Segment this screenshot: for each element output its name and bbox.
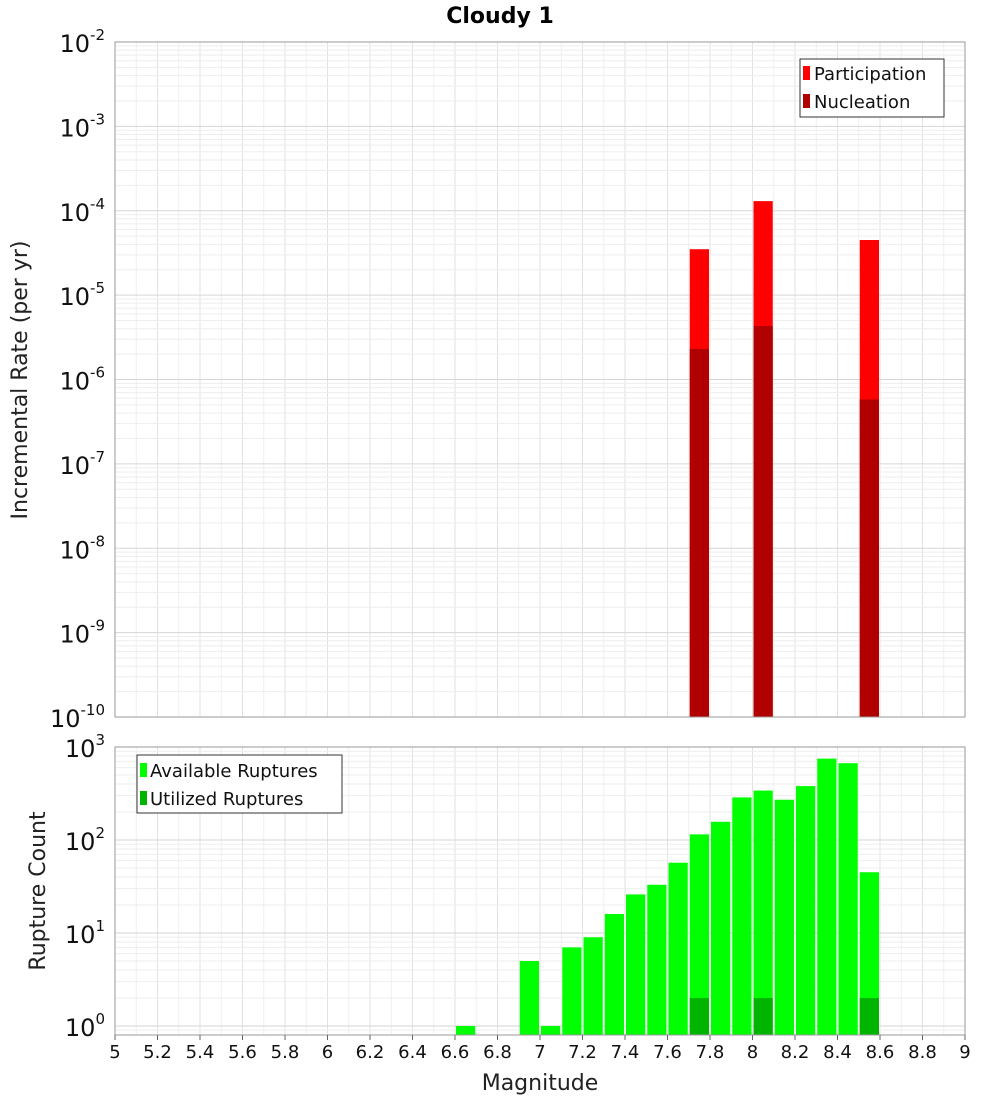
bottom-available-ruptures-bar — [668, 862, 688, 1035]
bottom-bars — [456, 758, 879, 1035]
bottom-available-ruptures-bar — [583, 937, 603, 1035]
bottom-legend: Available Ruptures Utilized Ruptures — [136, 754, 343, 814]
bottom-available-ruptures-bar — [838, 763, 858, 1035]
top-y-tick-label: 10-8 — [59, 532, 105, 564]
x-tick-label: 6.4 — [398, 1042, 427, 1063]
bottom-utilized-ruptures-bar — [753, 997, 773, 1035]
top-y-ticks: 10-10 10-9 10-8 10-7 10-6 10-5 10-4 10-3 10-2 — [50, 26, 105, 733]
top-y-tick-label: 10-4 — [59, 195, 105, 227]
bottom-available-ruptures-bar — [562, 947, 582, 1035]
bottom-available-ruptures-bar — [711, 821, 731, 1035]
bottom-available-ruptures-bar — [774, 799, 794, 1035]
x-tick-label: 6.2 — [356, 1042, 385, 1063]
x-tick-label: 7.4 — [611, 1042, 640, 1063]
legend-label-utilized: Utilized Ruptures — [150, 789, 303, 810]
bottom-available-ruptures-bar — [796, 786, 816, 1035]
legend-swatch-utilized — [140, 791, 147, 805]
x-tick-label: 7.8 — [696, 1042, 725, 1063]
bottom-available-ruptures-bar — [456, 1025, 476, 1035]
bottom-available-ruptures-bar — [626, 894, 646, 1035]
top-y-tick-label: 10-7 — [59, 448, 105, 480]
x-tick-label: 7.2 — [568, 1042, 597, 1063]
x-axis-label: Magnitude — [482, 1071, 599, 1096]
bottom-available-ruptures-bar — [753, 790, 773, 1035]
x-tick-label: 5.4 — [186, 1042, 215, 1063]
x-tick-label: 6.8 — [483, 1042, 512, 1063]
legend-label-available: Available Ruptures — [150, 761, 318, 782]
x-tick-label: 5.6 — [228, 1042, 257, 1063]
top-y-axis-label: Incremental Rate (per yr) — [8, 241, 33, 520]
bottom-available-ruptures-bar — [604, 914, 624, 1035]
x-tick-label: 8.2 — [781, 1042, 810, 1063]
top-nucleation-bar — [859, 399, 879, 717]
top-y-tick-label: 10-10 — [50, 701, 105, 733]
legend-label-nucleation: Nucleation — [814, 92, 910, 113]
x-tick-label: 8.6 — [866, 1042, 895, 1063]
x-tick-label: 6.6 — [441, 1042, 470, 1063]
bottom-available-ruptures-bar — [817, 758, 837, 1035]
bottom-y-tick-label: 100 — [65, 1010, 105, 1042]
chart-title: Cloudy 1 — [446, 4, 554, 29]
top-y-tick-label: 10-5 — [59, 279, 105, 311]
x-tick-label: 5.8 — [271, 1042, 300, 1063]
top-nucleation-bar — [753, 326, 773, 717]
x-tick-label: 8.8 — [908, 1042, 937, 1063]
x-tick-label: 7 — [534, 1042, 545, 1063]
bottom-utilized-ruptures-bar — [859, 997, 879, 1035]
x-tick-label: 5.2 — [143, 1042, 172, 1063]
top-bars — [689, 201, 879, 718]
top-y-tick-label: 10-3 — [59, 110, 105, 142]
legend-swatch-available — [140, 763, 147, 777]
x-tick-label: 8 — [747, 1042, 758, 1063]
bottom-y-tick-label: 102 — [65, 824, 105, 856]
legend-swatch-nucleation — [803, 94, 810, 108]
x-ticks: 5 5.2 5.4 5.6 5.8 6 6.2 6.4 6.6 6.8 7 7.2 7.4 7.6 7.8 8… — [109, 1035, 971, 1063]
bottom-available-ruptures-bar — [689, 834, 709, 1035]
bottom-available-ruptures-bar — [859, 872, 879, 1035]
top-y-tick-label: 10-9 — [59, 617, 105, 649]
top-gridlines — [115, 41, 965, 718]
legend-swatch-participation — [803, 66, 810, 80]
bottom-available-ruptures-bar — [519, 960, 539, 1035]
x-tick-label: 7.6 — [653, 1042, 682, 1063]
top-plot-frame — [114, 41, 966, 718]
top-nucleation-bar — [689, 348, 709, 717]
bottom-y-tick-label: 101 — [65, 917, 105, 949]
x-tick-label: 6 — [322, 1042, 333, 1063]
legend-label-participation: Participation — [814, 64, 926, 85]
bottom-available-ruptures-bar — [647, 884, 667, 1035]
bottom-y-axis-label: Rupture Count — [26, 811, 51, 971]
x-tick-label: 8.4 — [823, 1042, 852, 1063]
top-legend: Participation Nucleation — [799, 58, 945, 118]
x-tick-label: 5 — [109, 1042, 120, 1063]
bottom-y-tick-label: 103 — [65, 731, 105, 763]
bottom-y-ticks: 100 101 102 103 — [65, 731, 105, 1042]
top-y-tick-label: 10-6 — [59, 364, 105, 396]
top-y-tick-label: 10-2 — [59, 26, 105, 58]
bottom-utilized-ruptures-bar — [689, 997, 709, 1035]
bottom-available-ruptures-bar — [732, 797, 752, 1035]
bottom-available-ruptures-bar — [541, 1025, 561, 1035]
x-tick-label: 9 — [959, 1042, 970, 1063]
